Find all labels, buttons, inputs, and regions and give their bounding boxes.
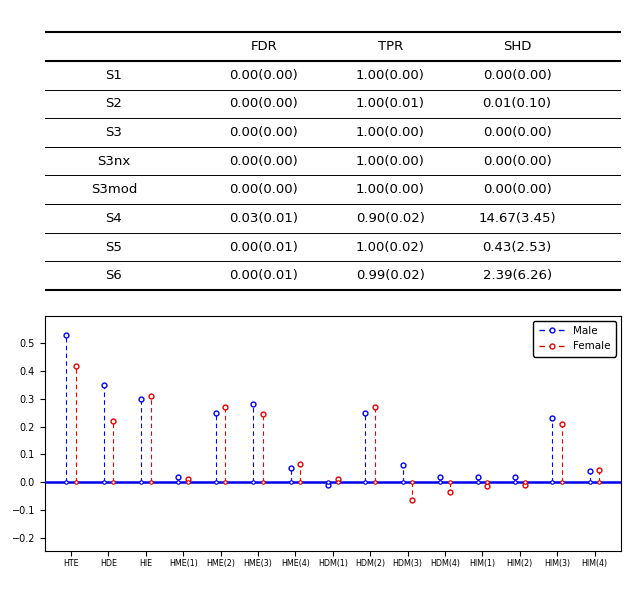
Text: 0.00(0.00): 0.00(0.00) xyxy=(229,183,298,196)
Text: S1: S1 xyxy=(106,69,122,82)
Text: 0.00(0.00): 0.00(0.00) xyxy=(483,155,552,168)
Text: 1.00(0.02): 1.00(0.02) xyxy=(356,241,425,253)
Text: FDR: FDR xyxy=(250,40,277,53)
Text: S5: S5 xyxy=(106,241,122,253)
Text: 0.43(2.53): 0.43(2.53) xyxy=(483,241,552,253)
Text: TPR: TPR xyxy=(378,40,403,53)
Text: 2.39(6.26): 2.39(6.26) xyxy=(483,269,552,282)
Text: 0.00(0.00): 0.00(0.00) xyxy=(229,69,298,82)
Text: 0.00(0.01): 0.00(0.01) xyxy=(229,241,298,253)
Text: 0.00(0.00): 0.00(0.00) xyxy=(229,155,298,168)
Text: S2: S2 xyxy=(106,98,122,110)
Legend: Male, Female: Male, Female xyxy=(533,321,616,356)
Text: 0.00(0.00): 0.00(0.00) xyxy=(483,69,552,82)
Text: 14.67(3.45): 14.67(3.45) xyxy=(478,212,556,225)
Text: 0.99(0.02): 0.99(0.02) xyxy=(356,269,425,282)
Text: S6: S6 xyxy=(106,269,122,282)
Text: S3nx: S3nx xyxy=(97,155,131,168)
Text: 0.90(0.02): 0.90(0.02) xyxy=(356,212,425,225)
Text: 1.00(0.00): 1.00(0.00) xyxy=(356,155,425,168)
Text: SHD: SHD xyxy=(503,40,531,53)
Text: S3mod: S3mod xyxy=(91,183,137,196)
Text: 0.00(0.00): 0.00(0.00) xyxy=(229,98,298,110)
Text: 1.00(0.00): 1.00(0.00) xyxy=(356,69,425,82)
Text: 0.00(0.00): 0.00(0.00) xyxy=(483,126,552,139)
Text: 1.00(0.00): 1.00(0.00) xyxy=(356,126,425,139)
Text: 0.00(0.00): 0.00(0.00) xyxy=(483,183,552,196)
Text: S3: S3 xyxy=(106,126,122,139)
Text: 0.01(0.10): 0.01(0.10) xyxy=(483,98,552,110)
Text: 0.00(0.01): 0.00(0.01) xyxy=(229,269,298,282)
Text: 1.00(0.01): 1.00(0.01) xyxy=(356,98,425,110)
Text: 1.00(0.00): 1.00(0.00) xyxy=(356,183,425,196)
Text: 0.00(0.00): 0.00(0.00) xyxy=(229,126,298,139)
Text: S4: S4 xyxy=(106,212,122,225)
Text: 0.03(0.01): 0.03(0.01) xyxy=(229,212,298,225)
